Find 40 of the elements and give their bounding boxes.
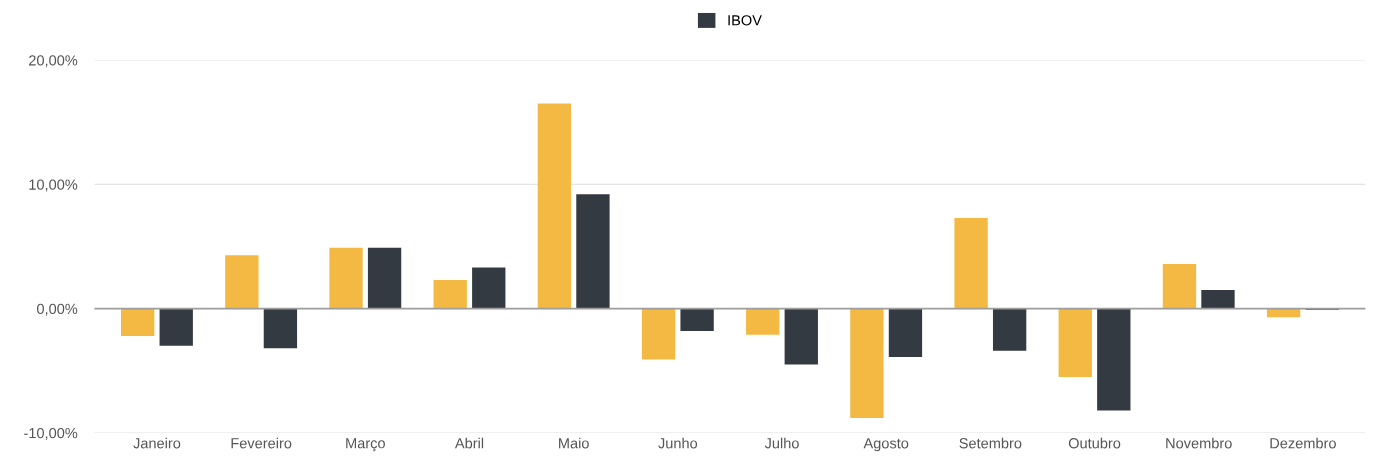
- bar: [954, 217, 988, 309]
- bar: [576, 194, 610, 309]
- x-tick-label: Dezembro: [1270, 437, 1336, 449]
- x-tick-label: Abril: [454, 437, 484, 449]
- bar: [1266, 308, 1301, 318]
- y-tick-label: -10,00%: [24, 427, 78, 440]
- bar: [367, 247, 402, 309]
- bar: [1058, 308, 1092, 377]
- legend-label: IBOV: [728, 15, 762, 26]
- bar: [263, 308, 298, 349]
- bar: [641, 308, 676, 360]
- bar: [850, 308, 884, 418]
- bar: [159, 308, 193, 346]
- bar: [746, 308, 780, 335]
- bar: [888, 308, 923, 358]
- bar: [784, 308, 818, 365]
- x-tick-label: Novembro: [1166, 437, 1232, 449]
- bar: [1162, 263, 1197, 309]
- y-tick-label: 0,00%: [37, 303, 78, 316]
- bar: [329, 247, 363, 309]
- bar: [121, 308, 155, 336]
- bar: [1097, 308, 1131, 411]
- y-tick-label: 10,00%: [29, 179, 78, 192]
- x-tick-label: Março: [346, 438, 385, 452]
- x-tick-label: Julho: [764, 437, 799, 449]
- x-tick-label: Agosto: [863, 438, 909, 452]
- x-tick-label: Outubro: [1068, 437, 1121, 449]
- bar: [472, 267, 506, 309]
- bar: [680, 308, 714, 331]
- x-tick-label: Fevereiro: [231, 437, 292, 449]
- bar: [1201, 289, 1235, 309]
- x-tick-label: Maio: [559, 437, 589, 449]
- y-tick-label: 20,00%: [29, 55, 78, 68]
- bar: [225, 255, 259, 309]
- x-tick-label: Setembro: [959, 437, 1022, 449]
- bar: [992, 308, 1027, 351]
- x-tick-label: Junho: [658, 437, 698, 449]
- bar: [433, 280, 467, 309]
- x-tick-label: Janeiro: [133, 437, 181, 449]
- bar: [537, 103, 572, 309]
